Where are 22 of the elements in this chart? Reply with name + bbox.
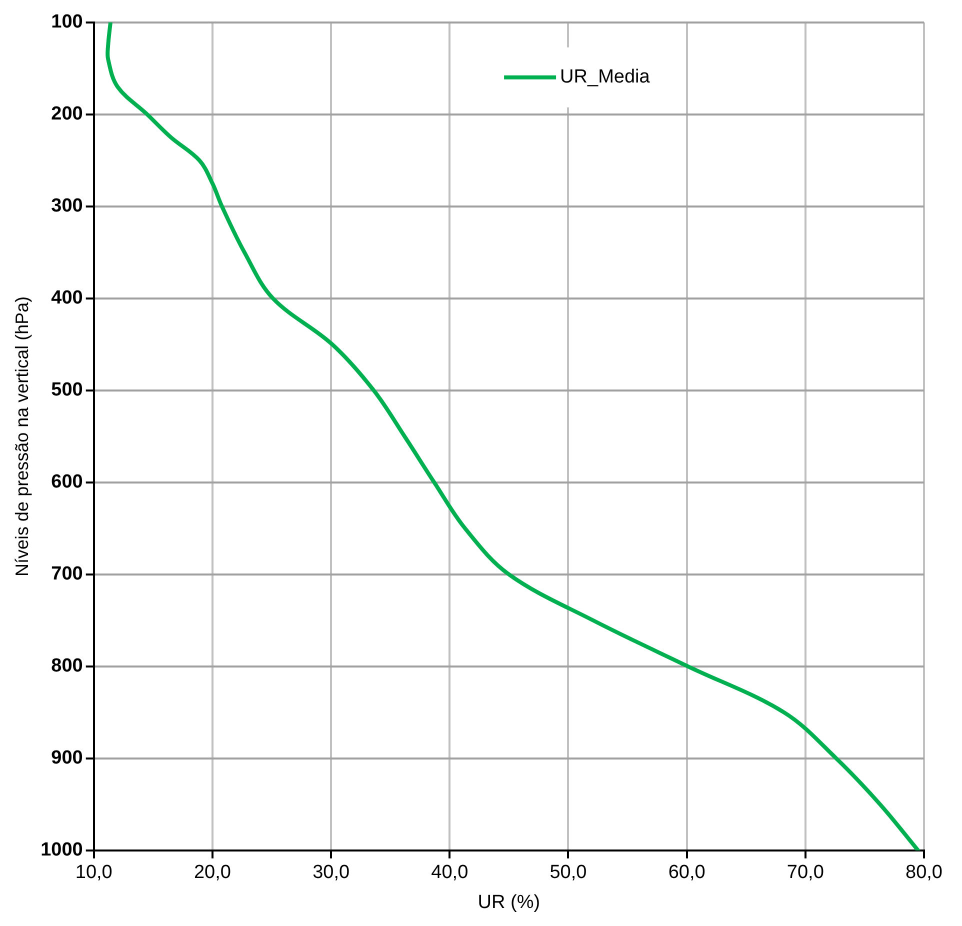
x-axis-title: UR (%) (478, 892, 540, 913)
y-tick-label: 100 (51, 12, 83, 33)
x-tick-label: 30,0 (312, 862, 350, 884)
y-tick-label: 300 (51, 196, 83, 217)
y-tick-label: 800 (51, 656, 83, 677)
x-tick-label: 10,0 (75, 862, 112, 884)
y-tick-label: 1000 (40, 840, 83, 861)
y-tick-label: 700 (51, 564, 83, 585)
x-tick-label: 20,0 (194, 862, 231, 884)
y-axis-title: Níveis de pressão na vertical (hPa) (12, 296, 32, 576)
line-series (106, 22, 920, 850)
y-tick-label: 600 (51, 472, 83, 493)
legend-label: UR_Media (560, 66, 650, 88)
x-tick-label: 70,0 (786, 862, 824, 884)
x-tick-label: 40,0 (431, 862, 468, 884)
y-tick-label: 900 (51, 748, 83, 769)
x-tick-label: 60,0 (668, 862, 706, 884)
x-tick-label: 50,0 (550, 862, 587, 884)
y-tick-label: 200 (51, 104, 83, 125)
y-tick-label: 400 (51, 288, 83, 309)
x-tick-label: 80,0 (906, 862, 942, 884)
y-tick-label: 500 (51, 380, 83, 401)
